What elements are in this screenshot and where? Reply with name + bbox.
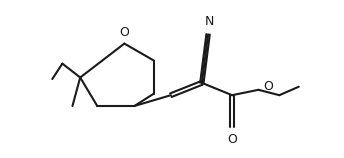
Text: N: N bbox=[205, 15, 214, 28]
Text: O: O bbox=[227, 133, 237, 146]
Text: O: O bbox=[263, 80, 273, 93]
Text: O: O bbox=[119, 26, 129, 39]
